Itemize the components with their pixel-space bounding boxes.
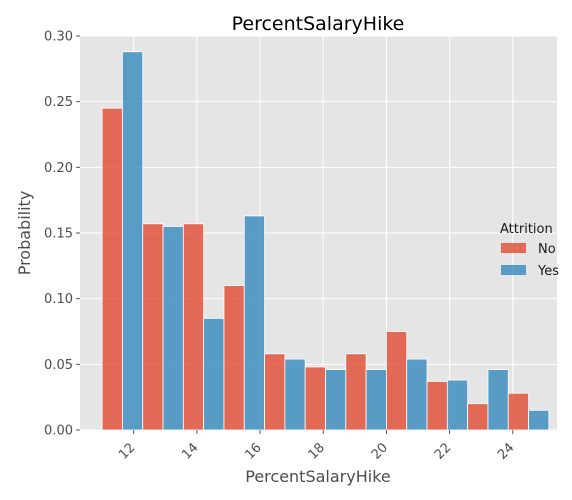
bar-no <box>386 331 408 431</box>
y-tick-label: 0.00 <box>44 424 73 439</box>
legend-label-no: No <box>538 242 556 257</box>
bar-yes <box>325 369 347 431</box>
bar-no <box>223 285 245 431</box>
bar-no <box>507 392 529 431</box>
y-axis-ticks: 0.00 0.05 0.10 0.15 0.20 0.25 0.30 <box>44 30 80 439</box>
bar-yes <box>243 215 265 431</box>
x-tick-label: 14 <box>179 440 201 462</box>
x-tick-label: 24 <box>495 440 517 462</box>
bar-yes <box>406 358 428 431</box>
bar-no <box>304 366 326 431</box>
y-tick-label: 0.30 <box>44 30 73 45</box>
bar-yes <box>365 369 387 431</box>
bar-no <box>182 223 205 431</box>
bar-no <box>345 353 367 431</box>
bar-yes <box>122 51 144 431</box>
y-tick-label: 0.15 <box>44 227 73 242</box>
legend-title: Attrition <box>500 222 553 237</box>
legend: Attrition No Yes <box>500 222 559 279</box>
bar-yes <box>284 358 306 431</box>
legend-swatch-yes <box>501 265 526 275</box>
x-tick-label: 22 <box>432 440 454 462</box>
bar-yes <box>162 226 184 431</box>
bar-yes <box>528 409 550 431</box>
bar-yes <box>487 369 509 431</box>
x-tick-label: 16 <box>242 440 264 462</box>
bar-no <box>426 381 448 431</box>
bar-yes <box>203 317 225 431</box>
bar-no <box>101 107 123 431</box>
x-axis-label: PercentSalaryHike <box>245 467 390 486</box>
x-tick-label: 12 <box>116 440 138 462</box>
x-axis-ticks: 12 14 16 18 20 22 24 <box>116 430 517 463</box>
legend-label-yes: Yes <box>537 264 559 279</box>
legend-swatch-no <box>501 243 526 253</box>
y-tick-label: 0.05 <box>44 358 73 373</box>
y-axis-label: Probability <box>15 191 34 276</box>
bar-no <box>142 223 164 431</box>
y-tick-label: 0.10 <box>44 292 73 307</box>
chart-title: PercentSalaryHike <box>232 13 405 35</box>
bar-no <box>467 403 489 431</box>
y-tick-label: 0.25 <box>44 95 73 110</box>
x-tick-label: 18 <box>306 440 328 462</box>
bar-yes <box>446 379 469 431</box>
bar-no <box>264 353 286 431</box>
y-tick-label: 0.20 <box>44 161 73 176</box>
bars <box>101 51 550 431</box>
x-tick-label: 20 <box>369 440 391 462</box>
